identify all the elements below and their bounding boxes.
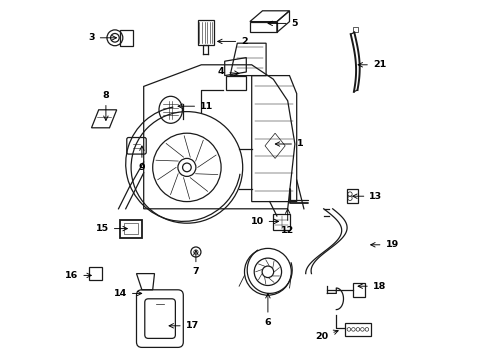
Text: 14: 14 (113, 289, 142, 298)
Text: 13: 13 (352, 192, 382, 201)
Text: 15: 15 (96, 224, 127, 233)
Text: 16: 16 (65, 271, 91, 280)
Text: 9: 9 (138, 146, 145, 172)
Text: 7: 7 (192, 251, 199, 276)
Text: 3: 3 (88, 33, 116, 42)
Text: 18: 18 (357, 282, 386, 291)
Text: 17: 17 (169, 321, 199, 330)
Text: 11: 11 (178, 102, 213, 111)
Text: 2: 2 (217, 37, 247, 46)
Text: 20: 20 (315, 330, 337, 341)
Text: 19: 19 (370, 240, 398, 249)
Text: 1: 1 (275, 139, 303, 148)
Text: 6: 6 (264, 294, 271, 327)
Text: 4: 4 (217, 68, 239, 77)
Text: 10: 10 (250, 217, 278, 226)
Text: 8: 8 (102, 91, 109, 120)
Text: 21: 21 (357, 60, 386, 69)
Text: 12: 12 (281, 209, 294, 235)
Text: 5: 5 (267, 19, 298, 28)
